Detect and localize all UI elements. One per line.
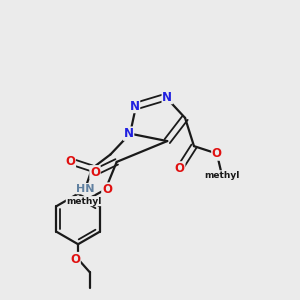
Text: O: O — [70, 253, 80, 266]
Text: N: N — [162, 91, 172, 103]
Text: N: N — [130, 100, 140, 112]
Text: O: O — [175, 162, 185, 175]
Text: O: O — [65, 155, 75, 168]
Text: methyl: methyl — [66, 196, 102, 206]
Text: methyl: methyl — [204, 171, 240, 180]
Text: O: O — [102, 183, 112, 196]
Text: N: N — [124, 127, 134, 140]
Text: O: O — [212, 147, 222, 160]
Text: O: O — [90, 166, 100, 179]
Text: HN: HN — [76, 184, 94, 194]
